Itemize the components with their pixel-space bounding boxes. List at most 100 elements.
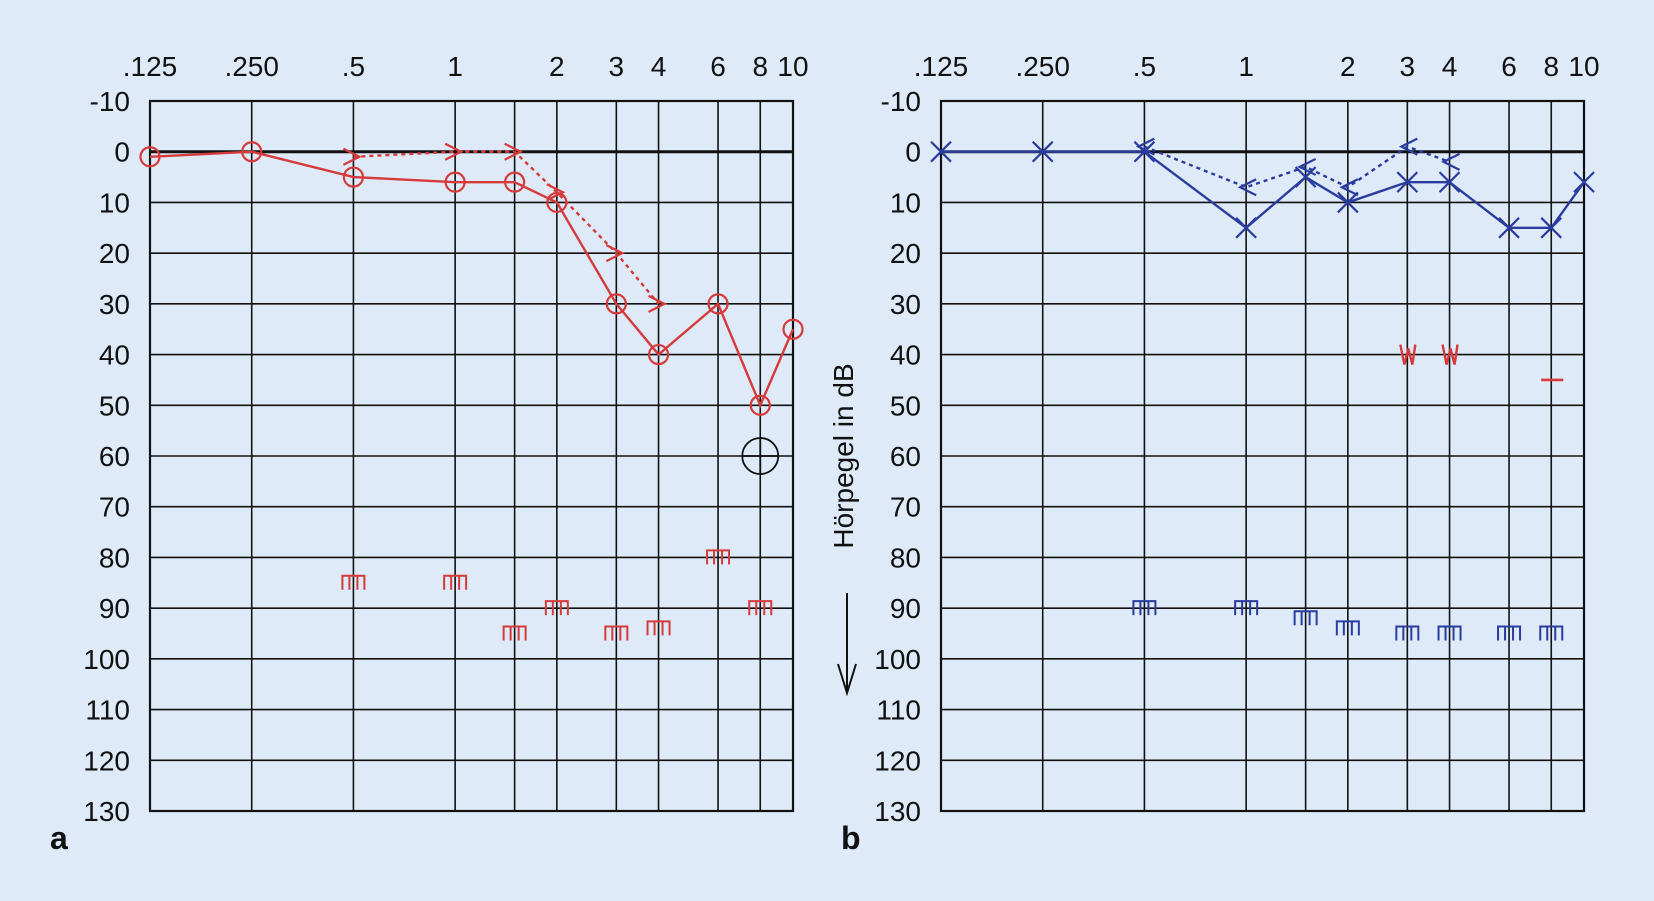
data-point <box>1398 137 1418 156</box>
data-point <box>1396 171 1419 193</box>
masking-mark <box>1437 625 1462 641</box>
data-point <box>1297 157 1317 176</box>
series-line <box>1143 145 1450 189</box>
x-tick-label: 10 <box>777 51 808 82</box>
data-point <box>1540 217 1563 239</box>
masking-mark <box>443 574 468 590</box>
masking-mark <box>1132 600 1157 616</box>
y-tick-label: 20 <box>890 238 921 269</box>
y-axis-label: Hörpegel in dB <box>828 363 859 548</box>
masking-mark <box>604 625 629 641</box>
data-point <box>1573 171 1595 193</box>
data-point <box>1133 140 1156 163</box>
series-line <box>149 150 795 409</box>
data-point <box>1237 178 1257 197</box>
x-tick-label: 10 <box>1568 51 1599 82</box>
masking-mark <box>341 574 366 590</box>
masking-mark <box>1234 600 1259 616</box>
y-tick-label: 10 <box>99 187 130 218</box>
chart-panel-b: .125 .250 .5 1 2 3 4 6 8 10 -10 0 10 20 30 40 50 60 70 80 90… <box>828 51 1600 856</box>
x-tick-label: 2 <box>549 51 565 82</box>
data-point <box>1441 152 1461 171</box>
y-tick-label: -10 <box>881 86 921 117</box>
y-axis-arrowhead <box>837 663 857 697</box>
x-tick-label: .250 <box>224 51 279 82</box>
x-tick-label: 6 <box>710 51 726 82</box>
y-tick-label: 60 <box>99 441 130 472</box>
y-tick-label: -10 <box>90 86 130 117</box>
data-point <box>1438 171 1461 193</box>
data-point <box>546 183 566 202</box>
y-tick-label: 100 <box>874 644 921 675</box>
x-tick-label: .125 <box>914 51 969 82</box>
data-point <box>1135 137 1155 156</box>
data-point <box>930 140 952 163</box>
y-tick-label: 80 <box>890 542 921 573</box>
x-tick-label: 6 <box>1501 51 1517 82</box>
data-point <box>605 293 627 315</box>
masking-mark <box>1395 625 1420 641</box>
data-point <box>1031 140 1054 163</box>
panel-label: a <box>50 820 68 856</box>
x-tick-label: 3 <box>1400 51 1416 82</box>
y-tick-label: 70 <box>99 492 130 523</box>
zigzag-mark <box>1399 344 1417 365</box>
y-tick-label: 0 <box>905 137 921 168</box>
masking-mark <box>1497 625 1522 641</box>
y-tick-label: 110 <box>876 695 921 726</box>
masking-mark <box>706 549 731 565</box>
y-tick-label: 130 <box>83 796 130 827</box>
data-point <box>444 171 466 193</box>
y-tick-label: 40 <box>99 340 130 371</box>
masking-mark <box>1539 625 1564 641</box>
masking-mark <box>748 600 773 616</box>
x-tick-label: .250 <box>1015 51 1070 82</box>
masking-mark <box>544 600 569 616</box>
data-point <box>647 343 670 366</box>
x-tick-label: 4 <box>651 51 667 82</box>
x-tick-label: 1 <box>1238 51 1254 82</box>
data-point <box>139 146 161 168</box>
zigzag-mark <box>1441 344 1459 365</box>
data-point <box>1235 217 1257 239</box>
data-point <box>1337 191 1359 214</box>
y-tick-label: 70 <box>890 492 921 523</box>
data-point <box>707 293 729 315</box>
data-point <box>342 166 365 188</box>
data-point <box>1498 217 1520 239</box>
x-tick-label: 2 <box>1340 51 1356 82</box>
x-tick-label: .125 <box>123 51 178 82</box>
panel-label: b <box>841 820 861 856</box>
y-tick-label: 120 <box>874 745 921 776</box>
y-tick-label: 10 <box>890 187 921 218</box>
data-point <box>605 244 625 263</box>
data-point <box>504 142 524 161</box>
x-tick-label: 4 <box>1442 51 1458 82</box>
y-tick-label: 130 <box>874 796 921 827</box>
data-point <box>648 294 668 313</box>
y-tick-label: 80 <box>99 542 130 573</box>
x-tick-label: 3 <box>609 51 625 82</box>
y-tick-label: 100 <box>83 644 130 675</box>
x-tick-label: 8 <box>1543 51 1559 82</box>
plot-frame <box>939 99 1586 813</box>
y-tick-label: 30 <box>890 289 921 320</box>
x-tick-label: .5 <box>342 51 365 82</box>
data-point <box>749 394 771 416</box>
masking-mark <box>646 620 671 636</box>
data-point <box>782 318 804 340</box>
data-point <box>241 141 263 163</box>
y-tick-label: 20 <box>99 238 130 269</box>
series-line <box>353 150 660 305</box>
x-tick-label: .5 <box>1133 51 1156 82</box>
y-tick-label: 50 <box>890 390 921 421</box>
crossed-circle-cross <box>742 438 779 474</box>
y-tick-label: 110 <box>85 695 130 726</box>
x-tick-label: 8 <box>752 51 768 82</box>
masking-mark <box>502 625 527 641</box>
masking-mark <box>1335 620 1360 636</box>
y-tick-label: 40 <box>890 340 921 371</box>
y-tick-label: 90 <box>99 593 130 624</box>
